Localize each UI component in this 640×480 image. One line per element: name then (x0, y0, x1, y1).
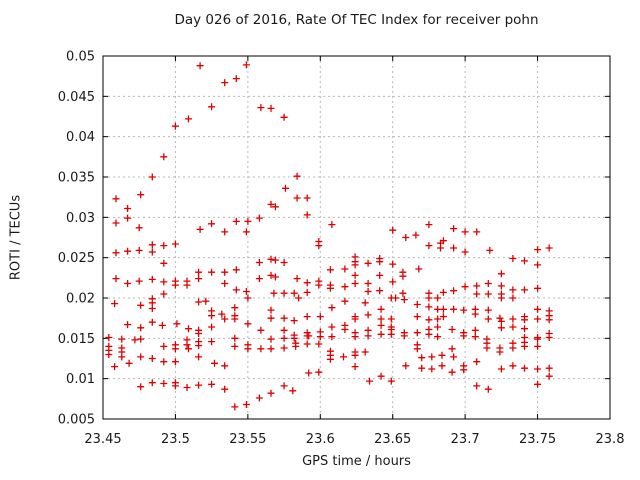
y-tick-label: 0.03 (66, 211, 95, 226)
x-tick-label: 23.55 (229, 432, 266, 447)
x-tick-label: 23.8 (596, 432, 625, 447)
x-tick-label: 23.45 (84, 432, 121, 447)
y-tick-label: 0.005 (58, 413, 95, 428)
y-tick-label: 0.025 (58, 251, 95, 266)
chart-title: Day 026 of 2016, Rate Of TEC Index for r… (174, 12, 539, 28)
x-axis-label: GPS time / hours (302, 454, 411, 469)
y-tick-label: 0.04 (66, 130, 95, 145)
x-tick-label: 23.75 (519, 432, 556, 447)
x-tick-label: 23.5 (161, 432, 190, 447)
x-tick-label: 23.7 (451, 432, 480, 447)
y-tick-label: 0.05 (66, 50, 95, 65)
y-tick-label: 0.02 (66, 292, 95, 307)
y-tick-label: 0.045 (58, 90, 95, 105)
x-tick-label: 23.6 (306, 432, 335, 447)
y-tick-label: 0.035 (58, 171, 95, 186)
y-tick-label: 0.015 (58, 332, 95, 347)
x-tick-label: 23.65 (374, 432, 411, 447)
y-tick-label: 0.01 (66, 372, 95, 387)
data-point-markers (105, 61, 553, 411)
plot-border (102, 55, 611, 420)
